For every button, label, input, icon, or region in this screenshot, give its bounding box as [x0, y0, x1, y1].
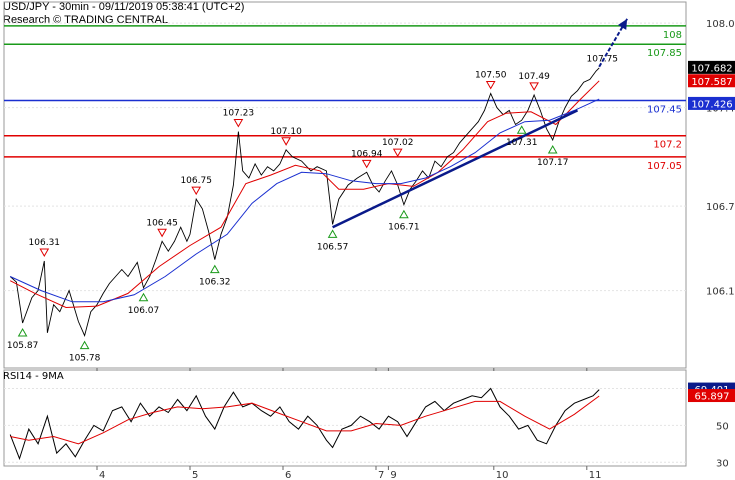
price-tag — [688, 96, 735, 110]
target-arrow-head — [617, 18, 628, 30]
rsi-y-tick-label: 50 — [716, 421, 729, 432]
level-label: 107.2 — [653, 140, 682, 151]
pivot-label: 106.07 — [128, 306, 160, 316]
pivot-high-marker — [281, 137, 291, 146]
pivot-label: 105.87 — [7, 341, 39, 351]
pivot-label: 107.49 — [518, 72, 550, 82]
level-label: 107.45 — [647, 105, 682, 116]
pivot-label: 107.10 — [270, 127, 302, 137]
pivot-low-marker — [138, 292, 149, 302]
pivot-label: 107.50 — [475, 71, 507, 81]
pivot-label: 106.57 — [317, 242, 349, 252]
pivot-low-marker — [327, 229, 338, 238]
pivot-high-marker — [392, 148, 403, 158]
pivot-low-marker — [79, 340, 90, 350]
pivot-label: 107.75 — [587, 54, 619, 64]
pivot-label: 106.32 — [199, 278, 231, 288]
y-tick-label: 106.7 — [706, 202, 735, 213]
level-label: 107.05 — [647, 161, 682, 172]
chart-title: USD/JPY - 30min - 09/11/2019 05:38:41 (U… — [3, 1, 245, 13]
ma-fast-line — [9, 80, 600, 309]
pivot-label: 105.78 — [69, 354, 101, 364]
pivot-label: 107.17 — [537, 158, 569, 168]
price-tag — [688, 389, 735, 403]
pivot-label: 107.31 — [506, 138, 538, 148]
price-tag-label: 107.426 — [691, 99, 732, 110]
x-tick-label: 9 — [390, 470, 396, 480]
level-label: 108 — [663, 30, 682, 41]
x-tick-label: 11 — [589, 470, 602, 480]
pivot-low-marker — [516, 125, 527, 134]
y-tick-label: 106.1 — [706, 287, 735, 298]
target-arrow-line — [598, 18, 628, 68]
pivot-high-marker — [191, 186, 202, 196]
pivot-label: 106.94 — [351, 149, 383, 159]
pivot-label: 106.75 — [180, 176, 212, 186]
pivot-label: 106.45 — [146, 218, 178, 228]
pivot-high-marker — [39, 248, 50, 258]
pivot-low-marker — [17, 327, 28, 337]
rsi-y-tick-label: 30 — [716, 458, 729, 469]
rsi-ma-line — [10, 395, 600, 445]
x-tick-label: 6 — [285, 470, 291, 480]
rsi-title: RSI14 - 9MA — [3, 371, 64, 382]
price-tag-label: 65.897 — [695, 392, 730, 403]
pivot-label: 106.31 — [29, 238, 61, 248]
ma-slow-line — [9, 98, 600, 303]
pivot-low-marker — [547, 144, 558, 154]
pivot-low-marker — [209, 264, 220, 274]
pivot-high-marker — [157, 228, 167, 238]
x-tick-label: 7 — [378, 470, 384, 480]
price-tag — [688, 74, 735, 88]
price-tag-label: 107.682 — [691, 63, 732, 74]
pivot-high-marker — [529, 82, 539, 91]
x-tick-label: 10 — [496, 470, 509, 480]
price-tag-label: 107.587 — [691, 77, 732, 88]
pivot-label: 107.23 — [223, 109, 255, 119]
price-tag — [688, 60, 735, 74]
x-tick-label: 4 — [99, 470, 105, 480]
pivot-high-marker — [361, 159, 372, 169]
trendline — [332, 109, 579, 229]
rsi-panel-frame — [3, 369, 687, 467]
pivot-high-marker — [485, 81, 496, 90]
pivot-high-marker — [233, 119, 244, 128]
price-line — [9, 67, 600, 337]
rsi-line — [9, 387, 600, 461]
x-tick-label: 5 — [192, 470, 198, 480]
level-label: 107.85 — [647, 48, 682, 59]
y-tick-label: 108.0 — [706, 19, 735, 30]
pivot-label: 107.02 — [382, 138, 414, 148]
pivot-label: 106.71 — [388, 223, 420, 233]
pivot-low-marker — [399, 209, 409, 219]
price-panel-frame — [3, 1, 687, 369]
